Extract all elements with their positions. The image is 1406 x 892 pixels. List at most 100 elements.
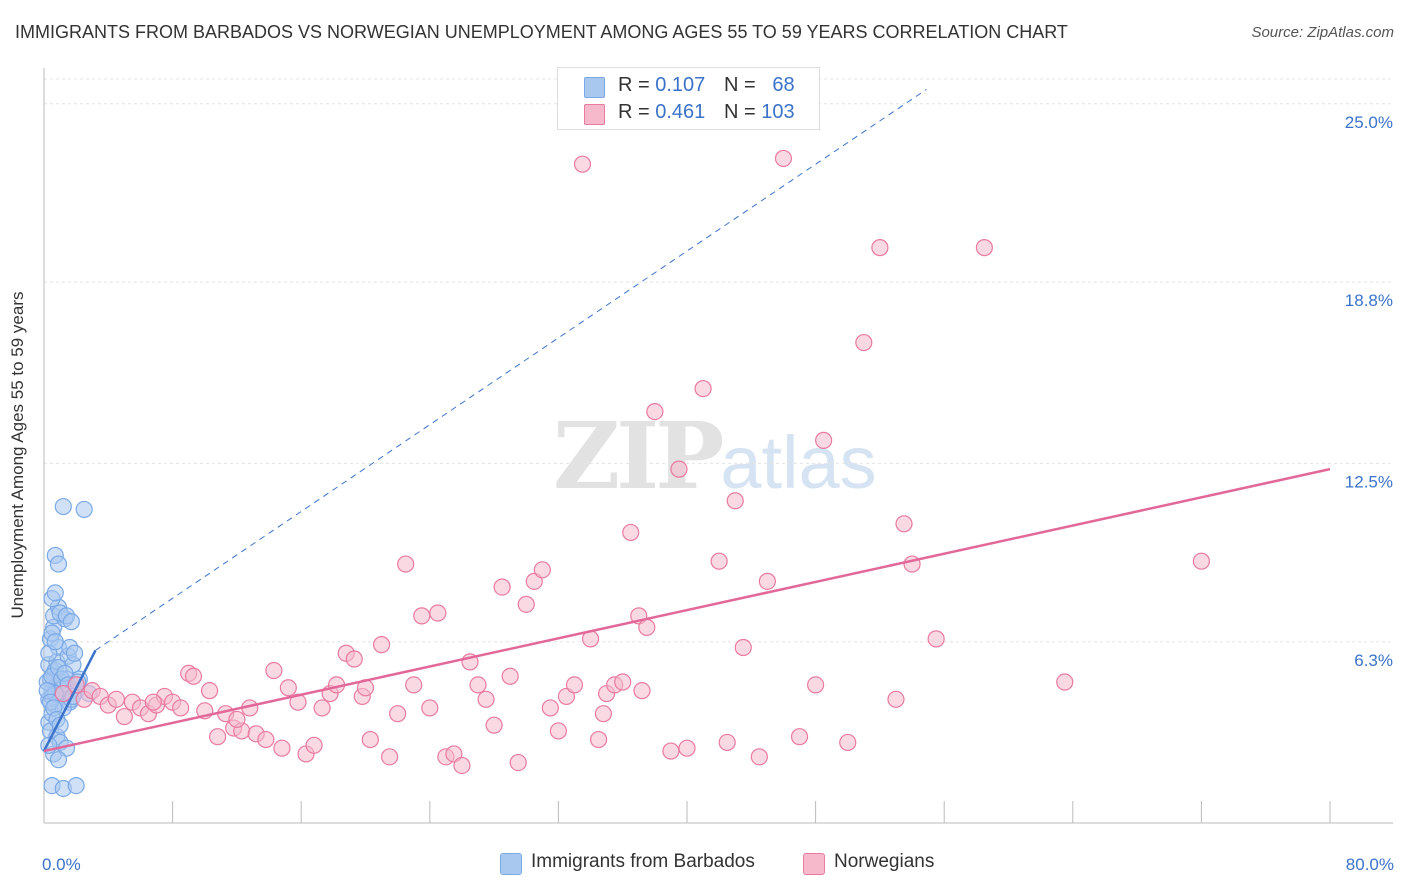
data-point <box>887 690 905 708</box>
legend-bottom-swatch-barbados <box>500 853 522 875</box>
data-point <box>49 751 68 769</box>
watermark-zip: ZIP <box>553 402 724 510</box>
data-point <box>361 730 379 749</box>
data-point <box>541 699 559 717</box>
data-point <box>397 555 415 573</box>
legend-n-barbados: N = 68 <box>724 74 795 97</box>
data-point <box>313 699 331 717</box>
data-point <box>565 676 584 694</box>
watermark: ZIPatlas <box>553 402 877 510</box>
data-point <box>107 690 125 708</box>
source-label: Source: ZipAtlas.com <box>1251 24 1394 41</box>
data-point <box>614 673 632 691</box>
data-point <box>67 776 85 795</box>
data-point <box>670 460 688 478</box>
data-point <box>389 705 407 723</box>
data-point <box>413 607 431 625</box>
data-point <box>405 676 423 694</box>
n-value: 103 <box>761 101 795 123</box>
data-point <box>421 699 439 717</box>
data-point <box>372 636 391 654</box>
data-point <box>46 633 64 651</box>
data-point <box>200 682 219 700</box>
data-point <box>726 492 744 510</box>
x-tick-label: 80.0% <box>1346 855 1394 874</box>
legend-swatch-norwegians <box>584 104 605 125</box>
data-point <box>1192 552 1211 570</box>
data-point <box>1056 673 1074 691</box>
data-point <box>477 690 495 708</box>
x-tick-label: 0.0% <box>42 855 81 874</box>
data-point <box>453 756 471 775</box>
data-point <box>927 630 945 648</box>
data-point <box>895 515 913 533</box>
data-point <box>493 578 511 596</box>
r-value: 0.107 <box>655 74 706 96</box>
correlation-legend: R = 0.107 N = 68 R = 0.461 N = 103 <box>557 67 820 130</box>
y-tick-label: 18.8% <box>1345 291 1393 310</box>
data-point <box>694 379 712 398</box>
data-point <box>265 661 283 680</box>
data-point <box>115 707 133 726</box>
data-point <box>273 739 291 757</box>
series-norwegians <box>54 149 1211 775</box>
n-label: N = <box>724 74 762 96</box>
data-point <box>65 644 84 662</box>
r-value: 0.461 <box>655 101 706 123</box>
data-point <box>257 730 275 749</box>
data-point <box>184 667 203 685</box>
data-point <box>228 710 246 729</box>
legend-bottom-swatch-norwegians <box>803 853 825 875</box>
data-point <box>855 333 873 352</box>
legend-r-norwegians: R = 0.461 <box>618 101 705 124</box>
trend-line-norwegians <box>43 467 1331 753</box>
y-tick-label: 6.3% <box>1354 651 1393 670</box>
data-point <box>144 693 162 711</box>
data-point <box>46 584 64 602</box>
data-point <box>633 682 651 700</box>
data-point <box>509 753 527 772</box>
data-point <box>678 739 696 757</box>
data-point <box>429 604 447 622</box>
legend-n-norwegians: N = 103 <box>724 101 795 124</box>
chart-title: IMMIGRANTS FROM BARBADOS VS NORWEGIAN UN… <box>15 22 1068 42</box>
n-label: N = <box>724 101 762 123</box>
data-point <box>485 716 503 734</box>
series-barbados <box>38 497 98 798</box>
data-point <box>815 431 833 449</box>
data-point <box>871 239 889 257</box>
data-point <box>49 555 68 573</box>
legend-label-barbados: Immigrants from Barbados <box>531 851 755 872</box>
data-point <box>646 403 664 421</box>
data-point <box>469 676 487 694</box>
data-point <box>345 650 363 668</box>
data-point <box>501 667 519 685</box>
data-point <box>54 497 72 516</box>
legend-label-norwegians: Norwegians <box>834 851 935 872</box>
data-point <box>710 552 728 570</box>
data-point <box>589 730 608 749</box>
data-point <box>62 613 80 631</box>
data-point <box>573 155 592 173</box>
r-label: R = <box>618 101 656 123</box>
data-point <box>594 705 613 723</box>
data-point <box>975 239 993 257</box>
n-value: 68 <box>772 74 795 96</box>
y-tick-label: 25.0% <box>1345 113 1393 132</box>
y-tick-label: 12.5% <box>1345 472 1393 491</box>
trend-line-barbados <box>42 649 97 752</box>
series-legend: Immigrants from Barbados Norwegians <box>0 850 1406 880</box>
data-point <box>209 728 227 746</box>
data-point <box>839 733 857 752</box>
r-label: R = <box>618 74 656 96</box>
data-point <box>75 500 93 519</box>
data-point <box>662 742 680 760</box>
data-point <box>718 733 736 752</box>
data-point <box>533 561 551 579</box>
data-point <box>750 748 768 766</box>
data-point <box>172 699 190 717</box>
data-point <box>774 149 793 168</box>
data-point <box>305 736 323 754</box>
data-point <box>381 748 399 766</box>
